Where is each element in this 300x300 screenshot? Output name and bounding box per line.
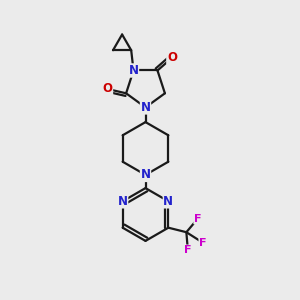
Text: N: N xyxy=(140,168,151,182)
Text: F: F xyxy=(184,245,192,255)
Text: N: N xyxy=(118,195,128,208)
Text: O: O xyxy=(103,82,112,95)
Text: N: N xyxy=(128,64,139,77)
Text: O: O xyxy=(167,51,177,64)
Text: N: N xyxy=(164,195,173,208)
Text: F: F xyxy=(199,238,207,248)
Text: N: N xyxy=(140,101,151,114)
Text: F: F xyxy=(194,214,202,224)
